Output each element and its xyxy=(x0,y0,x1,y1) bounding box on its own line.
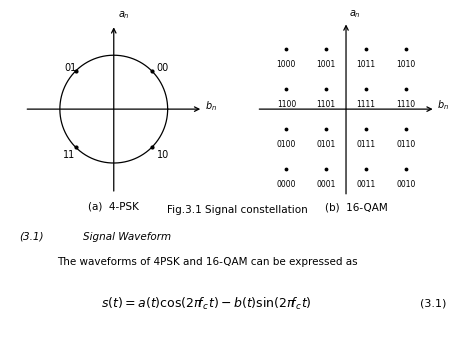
Text: 1010: 1010 xyxy=(396,60,415,69)
Text: $a_n$: $a_n$ xyxy=(349,8,361,19)
Text: 11: 11 xyxy=(64,150,75,160)
Text: 0001: 0001 xyxy=(317,180,336,189)
Text: 0000: 0000 xyxy=(277,180,296,189)
Text: 0101: 0101 xyxy=(317,140,336,149)
Text: 0110: 0110 xyxy=(396,140,415,149)
Text: $s(t) = a(t)\cos(2\pi\!\!f_{\,c}t) - b(t)\sin(2\pi\!\!f_{\,c}t)$: $s(t) = a(t)\cos(2\pi\!\!f_{\,c}t) - b(t… xyxy=(101,296,312,312)
Text: 1111: 1111 xyxy=(356,100,375,109)
Text: 0011: 0011 xyxy=(356,180,375,189)
Text: 0010: 0010 xyxy=(396,180,415,189)
Text: (a)  4-PSK: (a) 4-PSK xyxy=(88,202,139,211)
Text: (b)  16-QAM: (b) 16-QAM xyxy=(325,203,387,212)
Text: $a_n$: $a_n$ xyxy=(118,10,130,21)
Text: 1110: 1110 xyxy=(396,100,415,109)
Text: The waveforms of 4PSK and 16-QAM can be expressed as: The waveforms of 4PSK and 16-QAM can be … xyxy=(57,257,357,267)
Text: Fig.3.1 Signal constellation: Fig.3.1 Signal constellation xyxy=(167,205,307,214)
Text: 00: 00 xyxy=(156,63,169,73)
Text: 0111: 0111 xyxy=(356,140,375,149)
Text: (3.1): (3.1) xyxy=(19,232,44,242)
Text: 1100: 1100 xyxy=(277,100,296,109)
Text: $b_n$: $b_n$ xyxy=(437,98,448,112)
Text: 0100: 0100 xyxy=(277,140,296,149)
Text: $b_n$: $b_n$ xyxy=(205,99,217,113)
Text: 01: 01 xyxy=(65,63,77,73)
Text: 1001: 1001 xyxy=(317,60,336,69)
Text: 1101: 1101 xyxy=(317,100,336,109)
Text: (3.1): (3.1) xyxy=(420,299,447,309)
Text: Signal Waveform: Signal Waveform xyxy=(83,232,171,242)
Text: 1011: 1011 xyxy=(356,60,375,69)
Text: 1000: 1000 xyxy=(277,60,296,69)
Text: 10: 10 xyxy=(156,150,169,160)
